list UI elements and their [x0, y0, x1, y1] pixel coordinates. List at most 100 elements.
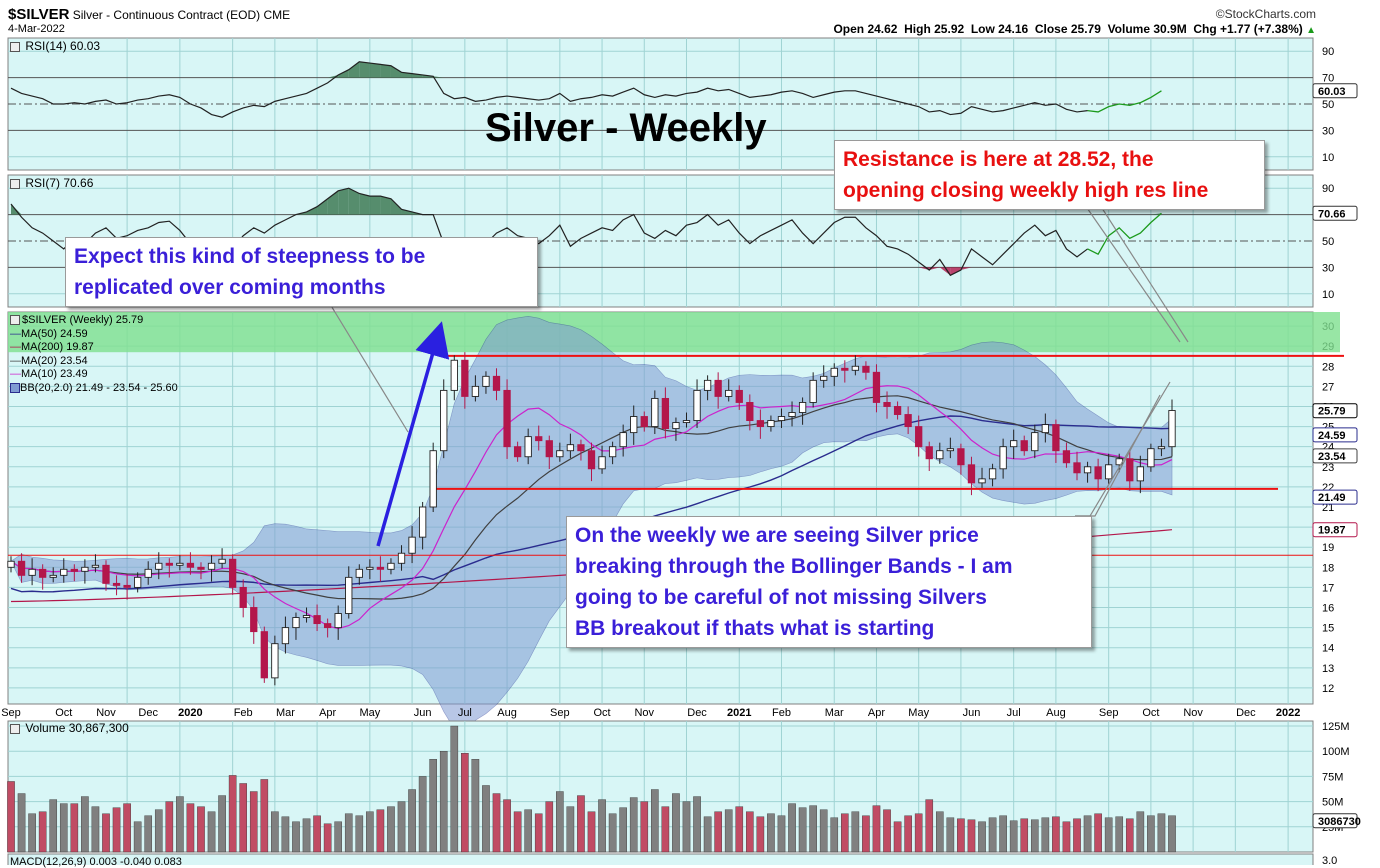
candle-body — [524, 436, 532, 458]
x-tick-label: Apr — [868, 707, 885, 719]
volume-bar — [513, 811, 522, 853]
volume-bar — [608, 813, 617, 853]
candle-body — [1126, 458, 1134, 482]
candle-body — [1105, 464, 1113, 480]
candle-body — [545, 440, 553, 458]
x-tick-label: Aug — [497, 707, 517, 719]
candle-body — [598, 456, 606, 470]
volume-bar — [693, 796, 701, 853]
volume-bar — [1125, 818, 1134, 853]
volume-tag-box — [1312, 813, 1358, 829]
candle-body — [1157, 446, 1166, 450]
volume-bar — [461, 753, 469, 853]
volume-bar — [302, 818, 311, 853]
rsi14-title: RSI(14) 60.03 — [10, 39, 100, 53]
volume-bar — [408, 789, 416, 853]
y-tick-label: 75M — [1322, 771, 1343, 783]
volume-bar — [545, 801, 554, 853]
volume-bar — [49, 799, 58, 853]
volume-bar — [1094, 813, 1102, 853]
volume-bar — [746, 811, 754, 853]
volume-bar — [1062, 821, 1071, 853]
rsi-value-tag: 70.66 — [1318, 208, 1346, 220]
candle-body — [503, 389, 511, 448]
candle-body — [144, 568, 152, 578]
volume-bar — [154, 809, 163, 853]
menu-icon[interactable] — [10, 178, 20, 189]
candle-body — [186, 562, 195, 568]
candle-body — [735, 389, 743, 403]
volume-bar — [334, 821, 342, 853]
rsi-value-tag: 60.03 — [1318, 86, 1346, 98]
candle-body — [176, 562, 184, 566]
candle-body — [1073, 462, 1081, 474]
volume-bar — [81, 796, 89, 853]
candle-body — [1041, 424, 1049, 434]
volume-bar — [936, 811, 944, 853]
volume-bar — [767, 813, 775, 853]
volume-bar — [682, 801, 691, 853]
callout-resistance: Resistance is here at 28.52, the opening… — [834, 140, 1265, 210]
volume-bar — [144, 815, 153, 853]
resistance-zone — [8, 312, 1340, 353]
x-tick-label: Mar — [276, 707, 295, 719]
y-tick-label: 100M — [1322, 746, 1350, 758]
price-tag-box — [1312, 427, 1358, 443]
volume-bar — [851, 811, 860, 853]
price-tag-box — [1312, 522, 1358, 538]
volume-bar — [38, 811, 47, 853]
volume-bar — [260, 779, 269, 853]
volume-bar — [1030, 819, 1039, 853]
x-tick-label: Nov — [96, 707, 116, 719]
y-tick-label: 27 — [1322, 381, 1334, 393]
x-tick-label: Jun — [963, 707, 981, 719]
y-tick-label: 19 — [1322, 542, 1334, 554]
candle-body — [271, 643, 279, 679]
volume-bar — [841, 813, 849, 853]
candle-body — [535, 436, 543, 442]
volume-bar — [344, 813, 353, 853]
volume-bar — [376, 809, 385, 853]
y-tick-label: 12 — [1322, 683, 1334, 695]
volume-bar — [798, 807, 807, 853]
volume-bar — [577, 795, 585, 853]
menu-icon[interactable] — [10, 41, 20, 52]
volume-bar — [587, 811, 596, 853]
chart-date: 4-Mar-2022 — [8, 23, 65, 35]
volume-bar — [872, 805, 881, 853]
candle-body — [408, 536, 416, 554]
candle-body — [429, 450, 437, 508]
candle-body — [672, 422, 680, 430]
menu-icon[interactable] — [10, 315, 20, 326]
candle-body — [661, 397, 670, 430]
volume-bar — [1073, 818, 1081, 853]
volume-bar — [598, 799, 606, 853]
candle-body — [450, 359, 458, 391]
volume-bar — [482, 785, 490, 853]
x-tick-label: Nov — [634, 707, 654, 719]
instrument-name: Silver - Continuous Contract (EOD) — [72, 8, 261, 22]
volume-bar — [904, 815, 912, 853]
x-tick-label: May — [908, 707, 929, 719]
rsi7-title: RSI(7) 70.66 — [10, 176, 93, 190]
volume-bar — [271, 811, 279, 853]
price-tag: 24.59 — [1318, 430, 1346, 442]
volume-bar — [1052, 816, 1060, 853]
menu-icon[interactable] — [10, 723, 20, 734]
macd-panel: 3.0 — [7, 853, 1337, 865]
candle-body — [651, 397, 659, 428]
volume-bar — [788, 803, 796, 853]
candle-body — [777, 416, 786, 422]
price-tag-box — [1312, 403, 1358, 419]
volume-bar — [777, 815, 786, 853]
overbought-fill — [380, 196, 391, 215]
price-tag: 19.87 — [1318, 525, 1346, 537]
volume-title-text: Volume 30,867,300 — [25, 721, 129, 735]
candle-body — [851, 365, 860, 371]
legend-item: BB(20,2.0) 21.49 - 23.54 - 25.60 — [10, 382, 178, 396]
brand-logo: ©StockCharts.com — [1215, 7, 1316, 21]
x-tick-label: Feb — [234, 707, 253, 719]
volume-bar — [1147, 815, 1155, 853]
candle-body — [936, 450, 944, 460]
candle-body — [260, 631, 268, 679]
